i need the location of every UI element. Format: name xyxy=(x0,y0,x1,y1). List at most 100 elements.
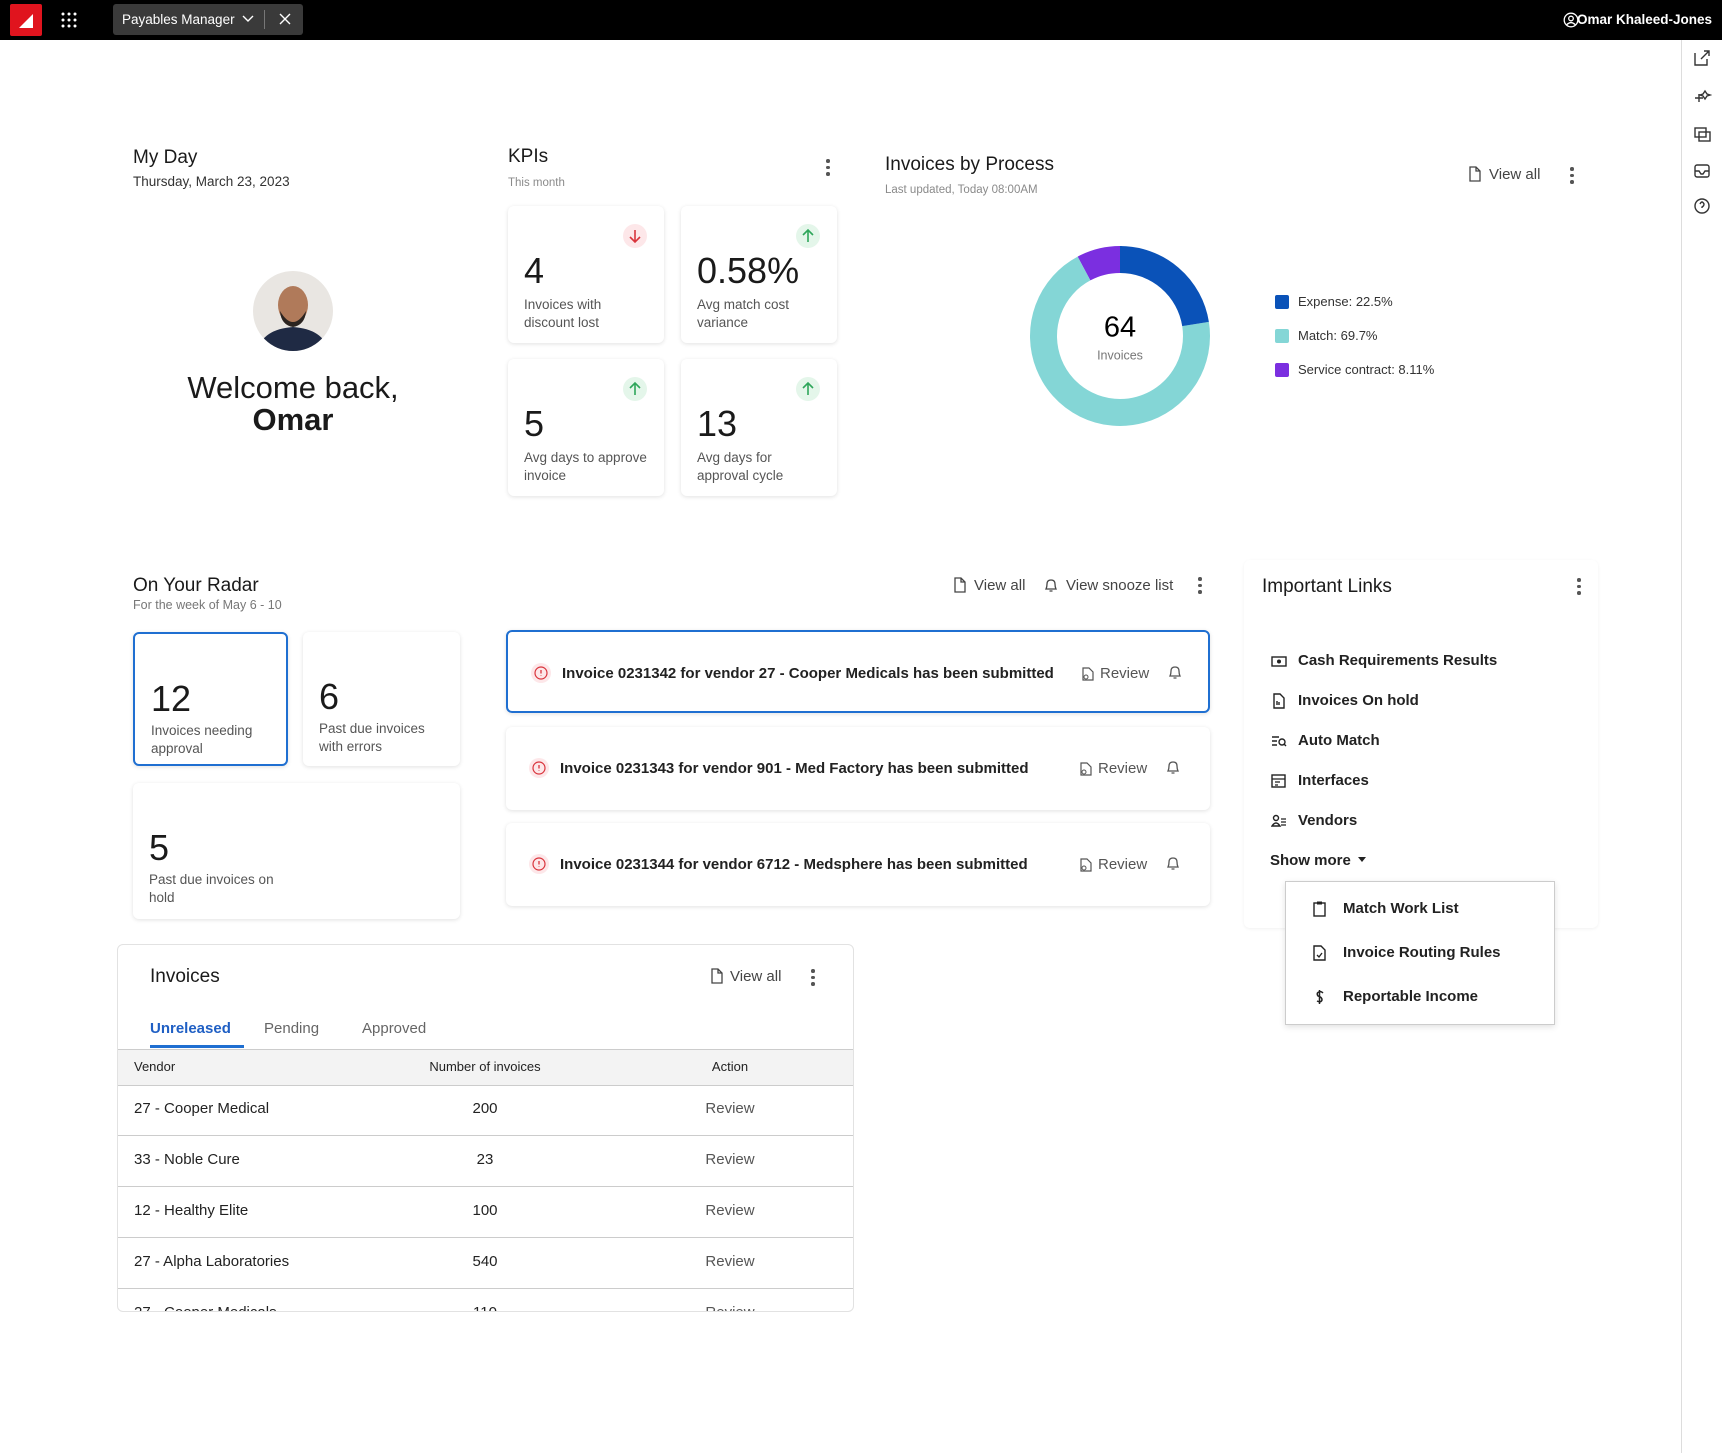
row-count: 110 xyxy=(385,1304,585,1311)
stat-label: Past due invoices on hold xyxy=(149,872,274,905)
trend-icon xyxy=(796,224,820,248)
legend-swatch xyxy=(1275,295,1289,309)
notification-card[interactable]: Invoice 0231342 for vendor 27 - Cooper M… xyxy=(506,630,1210,713)
review-button[interactable]: Review xyxy=(1098,856,1148,873)
tab[interactable]: Unreleased xyxy=(150,1020,231,1037)
dropdown-icon xyxy=(1313,945,1326,961)
stat-value: 5 xyxy=(149,827,170,868)
notification-card[interactable]: Invoice 0231343 for vendor 901 - Med Fac… xyxy=(506,727,1210,810)
column-header: Vendor xyxy=(134,1059,176,1074)
donut-total: 64 xyxy=(1104,312,1136,344)
notification-text: Invoice 0231344 for vendor 6712 - Medsph… xyxy=(560,856,1028,873)
radar-menu[interactable] xyxy=(1198,577,1202,597)
kpi-label: Invoices with discount lost xyxy=(524,297,602,330)
donut-chart: 64 Invoices xyxy=(1030,246,1210,426)
row-vendor: 12 - Healthy Elite xyxy=(134,1202,249,1219)
legend-swatch xyxy=(1275,329,1289,343)
view-all-button[interactable]: View all xyxy=(1489,166,1541,183)
links-menu[interactable] xyxy=(1577,578,1581,598)
my-day-title: My Day xyxy=(133,147,198,168)
link[interactable]: Interfaces xyxy=(1298,772,1369,789)
row-count: 540 xyxy=(472,1253,498,1270)
app-title: Payables Manager xyxy=(122,12,235,27)
radar-stat-card[interactable]: 5 Past due invoices on hold xyxy=(133,783,460,919)
review-button[interactable]: Review xyxy=(1100,665,1150,682)
review-icon xyxy=(1080,762,1092,776)
row-count: 100 xyxy=(472,1202,498,1219)
radar-subtitle: For the week of May 6 - 10 xyxy=(133,598,282,612)
notification-text: Invoice 0231343 for vendor 901 - Med Fac… xyxy=(560,760,1029,777)
donut-title: Invoices by Process xyxy=(885,154,1054,175)
view-all-button[interactable]: View all xyxy=(730,968,782,985)
kpi-value: 0.58% xyxy=(697,250,800,291)
show-more[interactable]: Show more xyxy=(1270,852,1351,869)
review-icon xyxy=(1080,858,1092,872)
kpi-label: Avg days for approval cycle xyxy=(697,450,784,483)
kpis-menu[interactable] xyxy=(826,159,830,179)
tab[interactable]: Approved xyxy=(362,1020,427,1037)
caret xyxy=(1358,857,1366,862)
logo[interactable] xyxy=(10,4,42,36)
donut-segment xyxy=(1030,256,1210,426)
view-all-button[interactable]: View all xyxy=(974,577,1026,594)
row-action[interactable]: Review xyxy=(705,1253,755,1270)
invoices-menu[interactable] xyxy=(811,969,815,989)
app-menu[interactable] xyxy=(61,12,77,28)
greeting-name: Omar xyxy=(252,402,334,437)
row-vendor: 27 - Cooper Medicals xyxy=(134,1304,277,1311)
table-row-border xyxy=(118,1288,853,1289)
donut-segment xyxy=(1119,246,1209,327)
review-button[interactable]: Review xyxy=(1098,760,1148,777)
dropdown-icon xyxy=(1313,901,1326,917)
invoices-title: Invoices xyxy=(150,966,220,987)
link[interactable]: Cash Requirements Results xyxy=(1298,652,1498,669)
avatar xyxy=(253,271,333,351)
radar-stat-card[interactable]: 12 Invoices needing approval xyxy=(133,632,288,766)
donut-menu[interactable] xyxy=(1570,167,1574,187)
dropdown-item[interactable]: Match Work List xyxy=(1343,900,1459,917)
stat-value: 12 xyxy=(151,678,192,719)
link[interactable]: Vendors xyxy=(1298,812,1358,829)
link-icon xyxy=(1271,814,1286,827)
row-action[interactable]: Review xyxy=(630,1304,830,1311)
kpi-value: 4 xyxy=(524,250,545,291)
row-action[interactable]: Review xyxy=(705,1202,755,1219)
snooze-icon xyxy=(1044,579,1058,592)
row-vendor: 27 - Cooper Medical xyxy=(134,1100,270,1117)
snooze-icon xyxy=(1166,761,1180,774)
snooze-button[interactable]: View snooze list xyxy=(1066,577,1174,594)
donut-segment xyxy=(1077,246,1122,281)
side-toolbar[interactable] xyxy=(1692,48,1712,228)
radar-stat-card[interactable]: 6 Past due invoices with errors xyxy=(303,632,460,766)
review-icon xyxy=(1082,667,1094,681)
link[interactable]: Invoices On hold xyxy=(1298,692,1419,709)
app-tab[interactable]: Payables Manager xyxy=(113,4,303,35)
column-header: Number of invoices xyxy=(429,1059,541,1074)
tab[interactable]: Pending xyxy=(264,1020,320,1037)
kpi-label: Avg match cost variance xyxy=(697,297,790,330)
stat-label: Invoices needing approval xyxy=(151,723,253,756)
link[interactable]: Auto Match xyxy=(1298,732,1380,749)
row-action[interactable]: Review xyxy=(705,1100,755,1117)
alert-icon xyxy=(529,758,549,778)
dropdown-item[interactable]: Invoice Routing Rules xyxy=(1343,944,1501,961)
user-icon xyxy=(1563,12,1579,28)
kpi-card: 13 Avg days for approval cycle xyxy=(681,359,837,496)
legend-label: Service contract: 8.11% xyxy=(1298,362,1435,377)
kpi-label: Avg days to approve invoice xyxy=(524,450,647,483)
notification-card[interactable]: Invoice 0231344 for vendor 6712 - Medsph… xyxy=(506,823,1210,906)
links-panel: Important Links xyxy=(1244,560,1598,928)
kpis-title: KPIs xyxy=(508,146,549,167)
user-name[interactable]: Omar Khaleed-Jones xyxy=(1576,12,1712,27)
trend-icon xyxy=(796,377,820,401)
notification-text: Invoice 0231342 for vendor 27 - Cooper M… xyxy=(562,665,1054,682)
dropdown-item[interactable]: Reportable Income xyxy=(1343,988,1479,1005)
kpis-subtitle: This month xyxy=(508,177,565,189)
snooze-icon xyxy=(1168,666,1182,679)
doc-icon xyxy=(711,968,723,984)
row-action[interactable]: Review xyxy=(705,1151,755,1168)
side-divider xyxy=(1681,40,1682,1453)
row-count: 23 xyxy=(476,1151,494,1168)
kpi-card: 4 Invoices with discount lost xyxy=(508,206,664,343)
